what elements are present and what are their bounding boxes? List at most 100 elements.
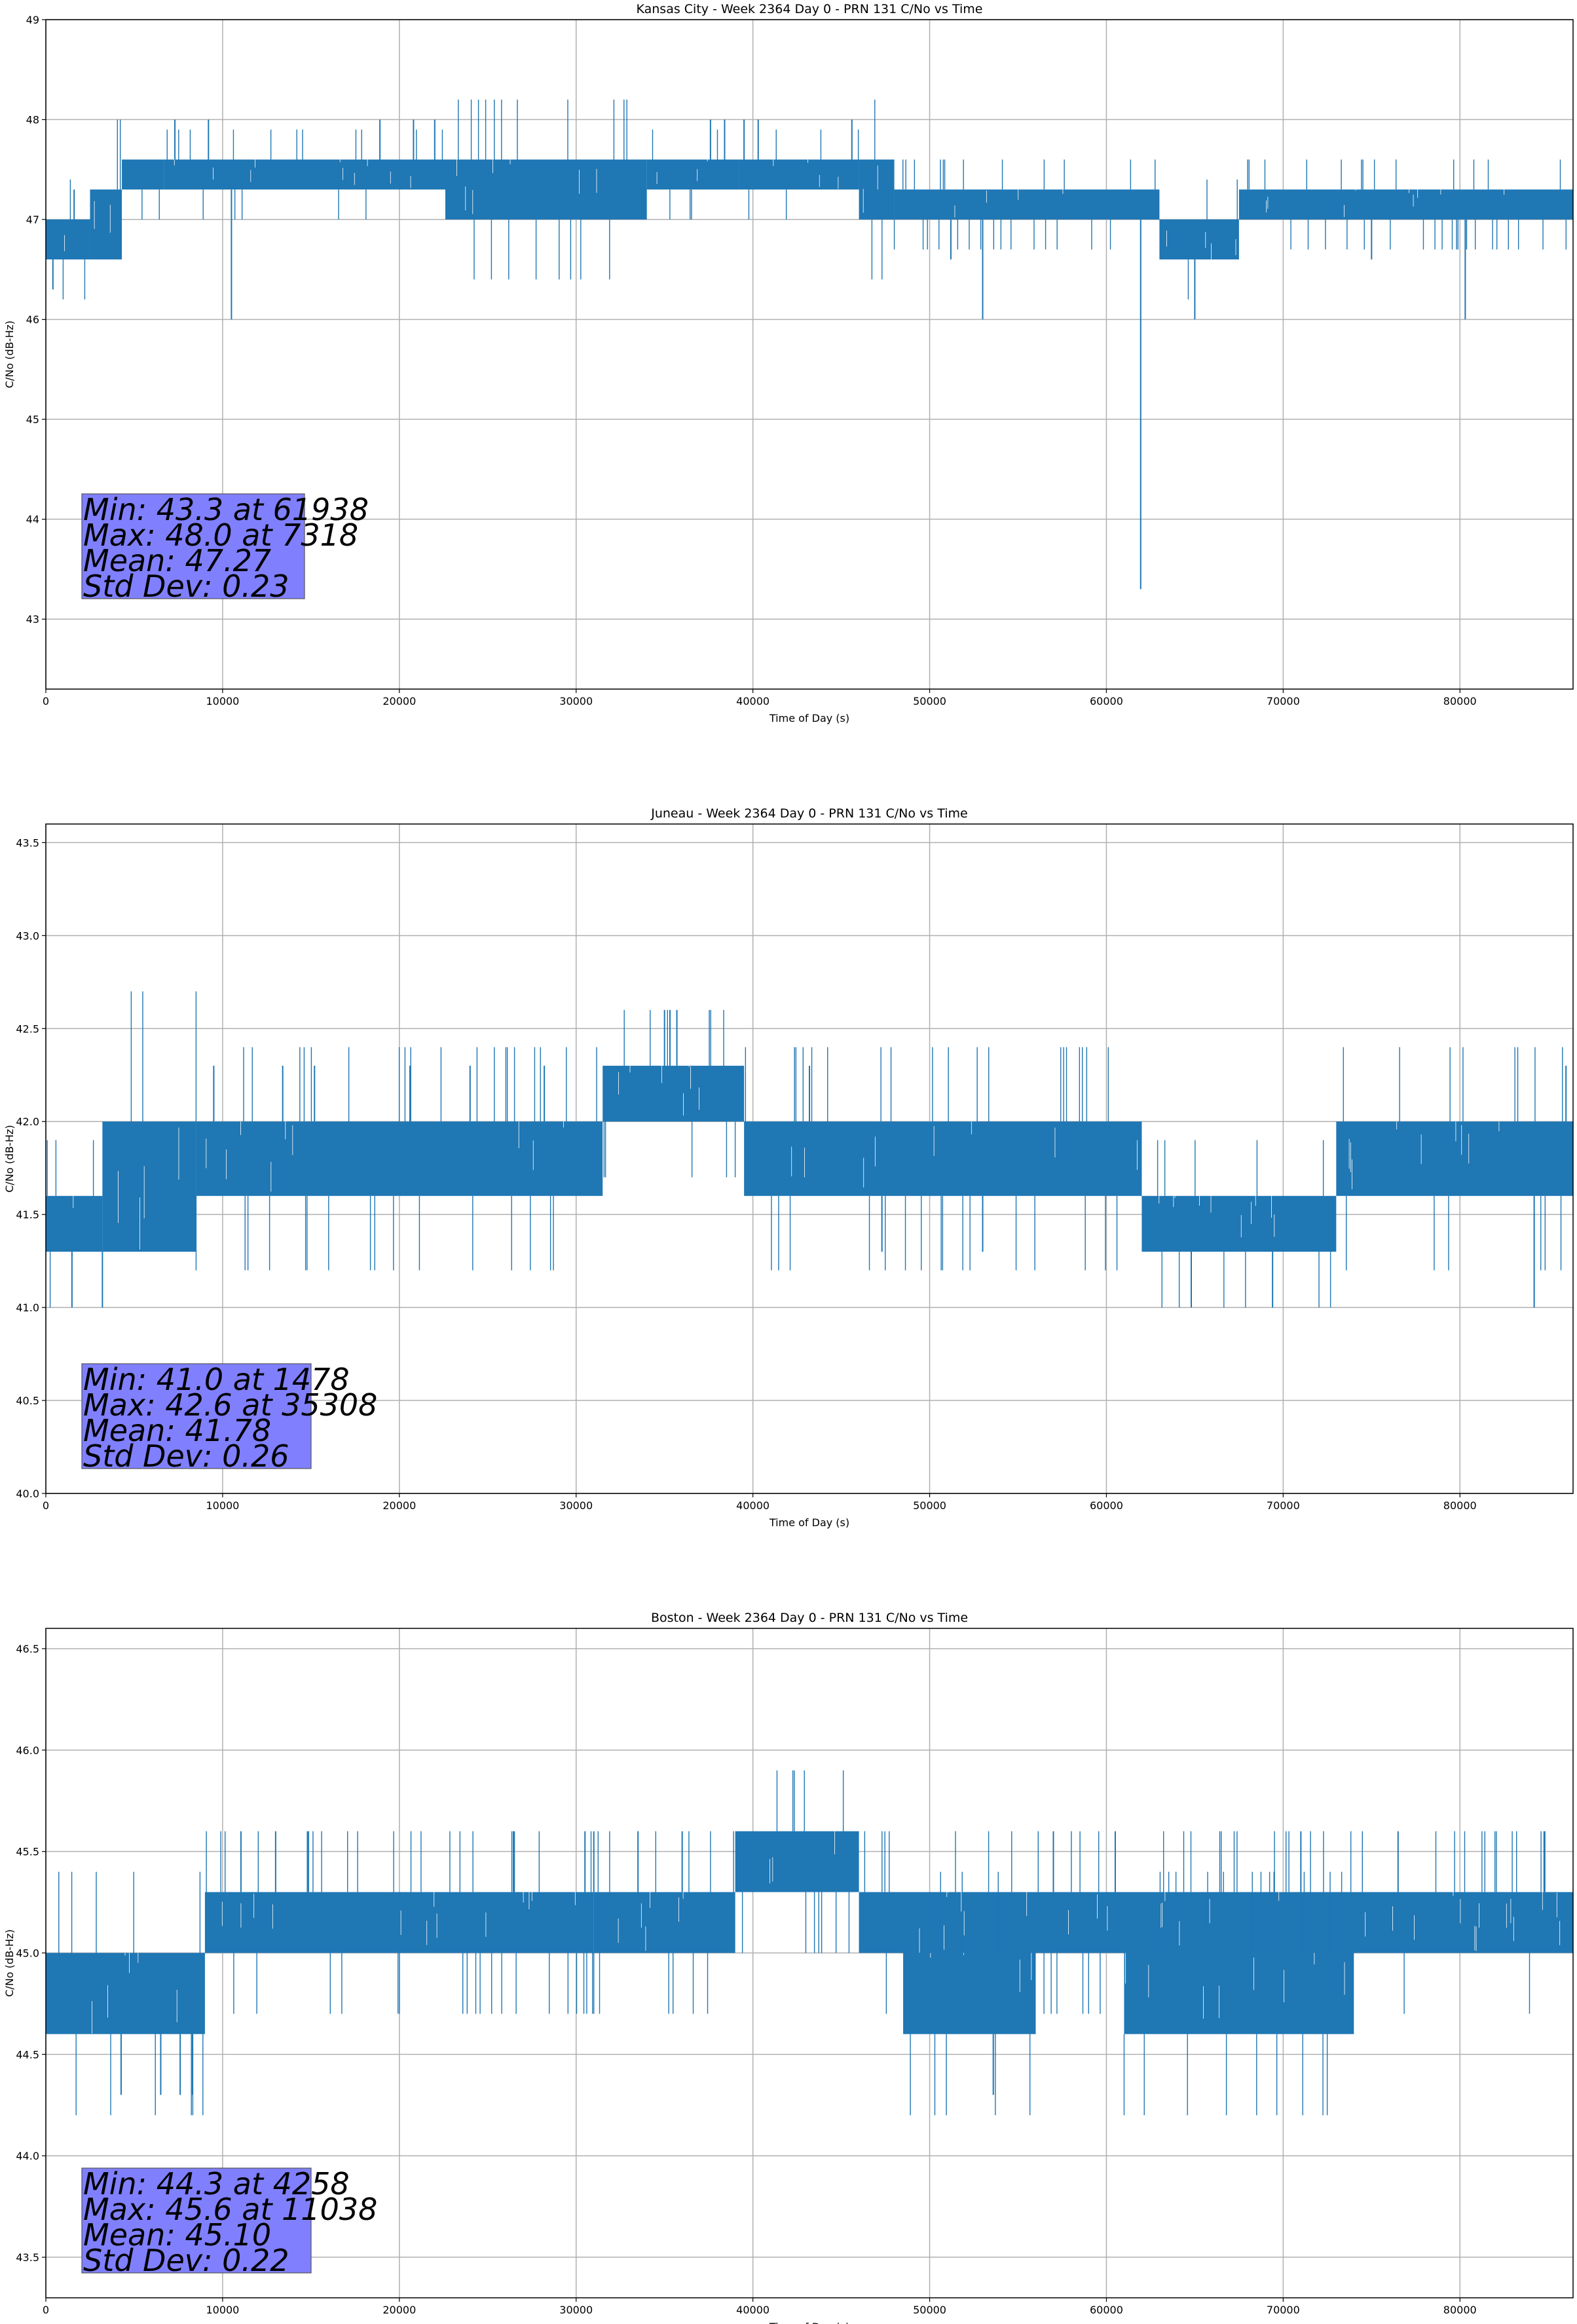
y-tick-label: 40.0: [16, 1488, 39, 1500]
data-band: [1238, 189, 1573, 220]
stats-line: Max: 45.6 at 11038: [83, 2192, 377, 2227]
plot-frame: [45, 823, 1574, 1494]
y-tick-label: 45.5: [16, 1846, 39, 1858]
x-tick-label: 40000: [736, 695, 770, 707]
data-band: [593, 1892, 735, 1953]
data-band: [1124, 1953, 1354, 2034]
stats-line: Min: 44.3 at 4258: [83, 2166, 350, 2202]
data-band: [739, 159, 859, 190]
data-band: [646, 159, 739, 190]
x-tick-label: 60000: [1090, 695, 1123, 707]
x-tick-label: 80000: [1443, 2304, 1477, 2316]
x-tick-label: 30000: [559, 1499, 593, 1512]
data-band: [46, 1195, 103, 1252]
data-band: [1336, 1121, 1573, 1196]
y-tick-label: 44: [26, 514, 39, 526]
y-tick-label: 41.0: [16, 1302, 39, 1314]
data-band: [1159, 219, 1239, 260]
y-axis-title: C/No (dB-Hz): [3, 1125, 16, 1192]
chart-panel-juneau: Juneau - Week 2364 Day 0 - PRN 131 C/No …: [3, 806, 1574, 1529]
y-tick-label: 43.5: [16, 2251, 39, 2264]
data-band: [1141, 1195, 1337, 1252]
y-tick-label: 43.0: [16, 929, 39, 942]
series-c-no: [46, 100, 1573, 590]
stats-line: Max: 42.6 at 35308: [83, 1387, 377, 1423]
data-band: [735, 1831, 859, 1892]
stats-box-background: [81, 1363, 312, 1469]
stats-line: Mean: 47.27: [83, 543, 271, 578]
x-tick-label: 70000: [1267, 1499, 1300, 1512]
x-tick-label: 30000: [559, 695, 593, 707]
x-tick-label: 50000: [913, 1499, 946, 1512]
y-tick-label: 46.5: [16, 1643, 39, 1655]
x-tick-label: 10000: [206, 1499, 239, 1512]
data-band: [46, 1953, 205, 2034]
stats-line: Min: 43.3 at 61938: [83, 492, 369, 527]
x-axis-title: Time of Day (s): [769, 712, 849, 724]
data-band: [859, 159, 895, 220]
y-tick-label: 44.5: [16, 2048, 39, 2061]
stats-box-background: [81, 493, 305, 599]
y-tick-label: 46: [26, 314, 39, 326]
data-band: [122, 159, 164, 190]
chart-title: Boston - Week 2364 Day 0 - PRN 131 C/No …: [651, 1611, 968, 1625]
y-tick-label: 41.5: [16, 1209, 39, 1221]
data-band: [859, 1892, 1018, 1953]
x-tick-label: 70000: [1267, 695, 1300, 707]
x-tick-label: 70000: [1267, 2304, 1300, 2316]
y-tick-label: 48: [26, 114, 39, 126]
data-band: [1018, 1892, 1573, 1953]
series-c-no: [46, 1770, 1573, 2116]
chart-title: Juneau - Week 2364 Day 0 - PRN 131 C/No …: [650, 806, 968, 821]
y-tick-label: 47: [26, 214, 39, 226]
series-c-no: [46, 991, 1573, 1308]
data-band: [929, 1121, 1142, 1196]
x-tick-label: 0: [43, 1499, 49, 1512]
data-band: [445, 159, 647, 220]
chart-panel-kansas-city: Kansas City - Week 2364 Day 0 - PRN 131 …: [3, 2, 1574, 724]
stats-line: Mean: 41.78: [83, 1413, 271, 1448]
x-tick-label: 0: [43, 695, 49, 707]
x-tick-label: 20000: [382, 2304, 416, 2316]
x-tick-label: 50000: [913, 695, 946, 707]
x-axis-title: Time of Day (s): [769, 1516, 849, 1529]
x-tick-label: 40000: [736, 1499, 770, 1512]
x-tick-label: 80000: [1443, 1499, 1477, 1512]
x-tick-label: 0: [43, 2304, 49, 2316]
stats-line: Max: 48.0 at 7318: [83, 517, 358, 553]
stats-line: Std Dev: 0.23: [83, 569, 289, 604]
x-tick-label: 20000: [382, 1499, 416, 1512]
plot-frame: [45, 19, 1574, 690]
y-tick-label: 49: [26, 14, 39, 26]
data-band: [164, 159, 445, 190]
x-tick-label: 10000: [206, 2304, 239, 2316]
data-band: [903, 1953, 1036, 2034]
y-tick-label: 44.0: [16, 2150, 39, 2162]
x-tick-label: 30000: [559, 2304, 593, 2316]
data-band: [603, 1066, 745, 1122]
data-band: [204, 1892, 594, 1953]
chart-title: Kansas City - Week 2364 Day 0 - PRN 131 …: [637, 2, 983, 16]
x-tick-label: 60000: [1090, 2304, 1123, 2316]
data-band: [90, 189, 122, 260]
x-tick-label: 40000: [736, 2304, 770, 2316]
y-axis-title: C/No (dB-Hz): [3, 1929, 16, 1996]
stats-box-background: [81, 2167, 312, 2274]
y-tick-label: 43.5: [16, 836, 39, 849]
data-band: [102, 1121, 196, 1252]
y-tick-label: 45: [26, 413, 39, 426]
plot-frame: [45, 1628, 1574, 2298]
stats-line: Std Dev: 0.22: [83, 2243, 289, 2278]
stats-line: Mean: 45.10: [83, 2217, 271, 2253]
x-axis-title: Time of Day (s): [769, 2321, 849, 2324]
stats-line: Std Dev: 0.26: [83, 1438, 289, 1474]
y-tick-label: 42.5: [16, 1022, 39, 1035]
y-axis-title: C/No (dB-Hz): [3, 320, 16, 388]
x-tick-label: 10000: [206, 695, 239, 707]
data-band: [894, 189, 1160, 220]
y-tick-label: 40.5: [16, 1395, 39, 1407]
